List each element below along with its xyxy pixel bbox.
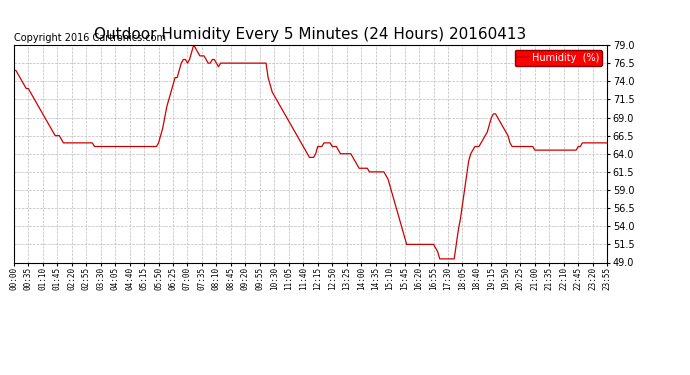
Text: Copyright 2016 Cartronics.com: Copyright 2016 Cartronics.com [14, 33, 166, 43]
Legend: Humidity  (%): Humidity (%) [515, 50, 602, 66]
Title: Outdoor Humidity Every 5 Minutes (24 Hours) 20160413: Outdoor Humidity Every 5 Minutes (24 Hou… [95, 27, 526, 42]
